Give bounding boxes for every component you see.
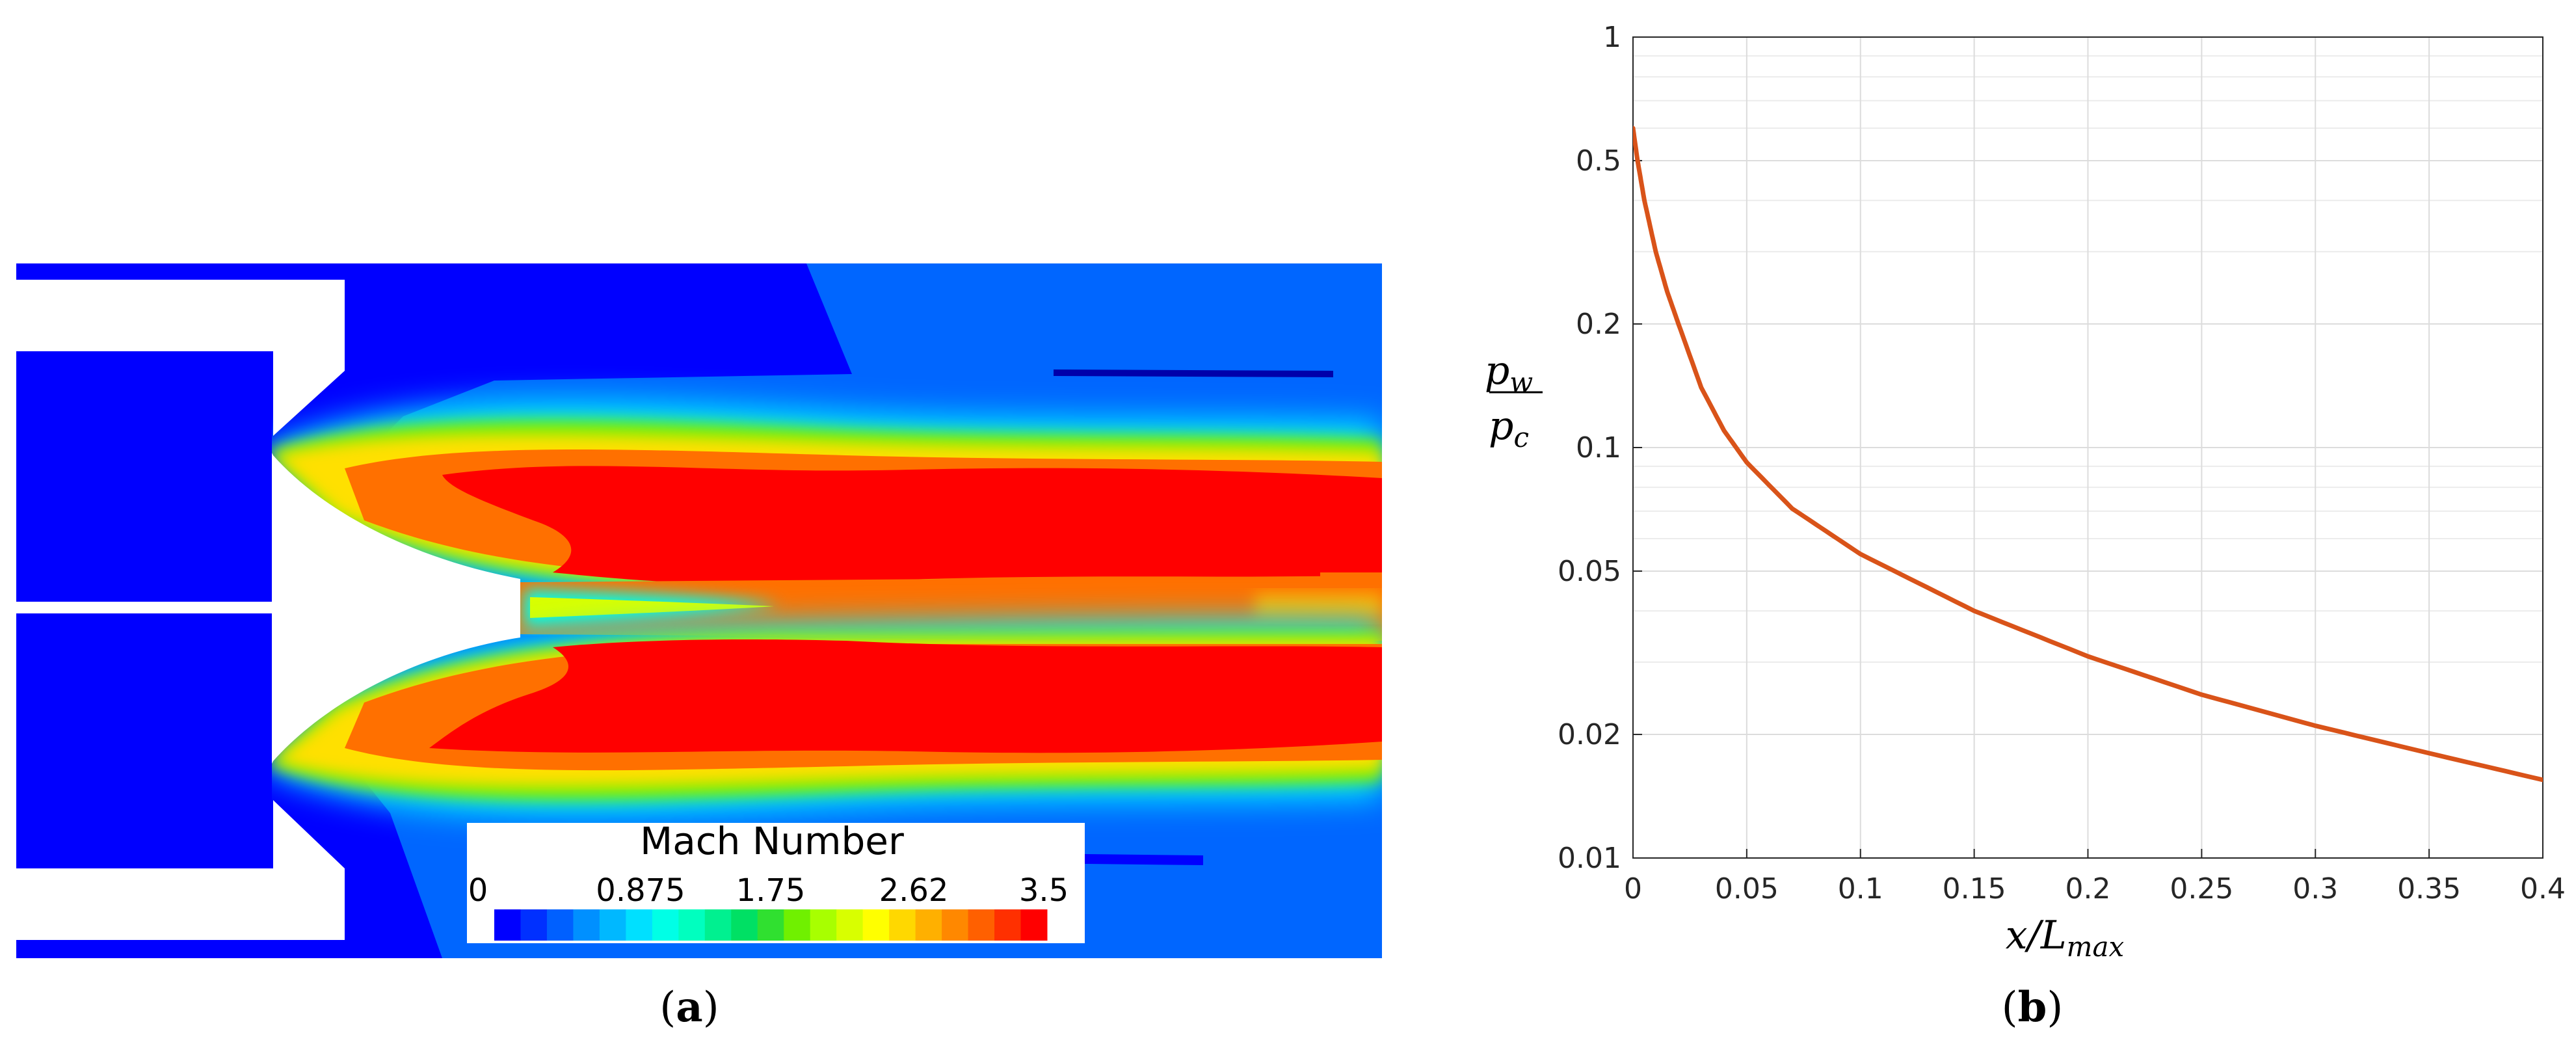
- colorbar-tick-label: 2.62: [879, 872, 949, 909]
- colorbar-swatch: [836, 909, 864, 941]
- colorbar-swatch: [652, 909, 679, 941]
- gridlines: [1632, 36, 2543, 859]
- colorbar-swatch: [942, 909, 969, 941]
- colorbar-tick-label: 0.875: [596, 872, 685, 909]
- x-tick-label: 0: [1624, 872, 1642, 905]
- colorbar-swatch: [678, 909, 706, 941]
- y-axis-ticks: 0.01 0.02 0.05 0.1 0.2 0.5 1: [1558, 21, 1642, 875]
- upper-streak: [1054, 369, 1333, 377]
- splitter-plate: [16, 602, 218, 613]
- mach-contour-field: [16, 263, 1382, 958]
- upper-wall: [16, 280, 345, 351]
- colorbar-tick-label: 0: [468, 872, 488, 909]
- x-tick-label: 0.25: [2170, 872, 2233, 905]
- pressure-chart-panel: 0 0.05 0.1 0.15 0.2 0.25 0.3 0.35 0.4 0.010.020.…: [1485, 21, 2566, 1032]
- x-tick-label: 0.4: [2520, 872, 2566, 905]
- y-axis-label: pw pc: [1485, 348, 1543, 453]
- colorbar-swatch: [626, 909, 653, 941]
- colorbar-swatch: [546, 909, 574, 941]
- x-tick-label: 0.15: [1943, 872, 2006, 905]
- colorbar-swatch: [704, 909, 732, 941]
- x-tick-label: 0.05: [1715, 872, 1779, 905]
- y-tick-label: 1: [1603, 21, 1621, 54]
- upper-inlet-block: [16, 351, 272, 602]
- x-tick-label: 0.1: [1838, 872, 1883, 905]
- upper-jet-plume: [260, 401, 1382, 604]
- lower-inlet-block: [16, 613, 272, 865]
- panel-label-a: (a): [659, 983, 719, 1032]
- colorbar-swatch: [810, 909, 837, 941]
- colorbar-swatch: [915, 909, 942, 941]
- y-tick-label: 0.2: [1576, 308, 1621, 341]
- colorbar-swatch: [994, 909, 1022, 941]
- colorbar-swatch: [968, 909, 995, 941]
- colorbar-legend: Mach Number 0 0.875 1.75 2.62 3.5: [467, 819, 1085, 943]
- colorbar-tick-labels: 0 0.875 1.75 2.62 3.5: [468, 872, 1069, 909]
- colorbar-swatch: [889, 909, 916, 941]
- nozzle-geometry: [16, 280, 520, 940]
- lower-wall: [16, 868, 345, 940]
- svg-text:pc: pc: [1489, 403, 1529, 453]
- colorbar-swatch: [1020, 909, 1048, 941]
- panel-label-b: (b): [2002, 983, 2064, 1032]
- y-tick-label: 0.05: [1558, 555, 1621, 588]
- x-tick-label: 0.35: [2397, 872, 2461, 905]
- colorbar-swatches: [494, 909, 1048, 941]
- colorbar-swatch: [731, 909, 758, 941]
- colorbar-swatch: [784, 909, 811, 941]
- x-axis-ticks: 0 0.05 0.1 0.15 0.2 0.25 0.3 0.35 0.4: [1624, 849, 2566, 905]
- series-line: [1633, 126, 2543, 783]
- colorbar-tick-label: 1.75: [736, 872, 806, 909]
- colorbar-swatch: [494, 909, 521, 941]
- colorbar-swatch: [599, 909, 626, 941]
- y-tick-label: 0.1: [1576, 431, 1621, 464]
- colorbar-swatch: [757, 909, 784, 941]
- y-tick-label: 0.5: [1576, 144, 1621, 178]
- lower-jet-plume: [260, 619, 1382, 816]
- nozzle-block: [215, 433, 520, 781]
- colorbar-swatch: [520, 909, 548, 941]
- x-axis-label: x/Lmax: [2006, 913, 2125, 963]
- y-tick-label: 0.01: [1558, 842, 1621, 875]
- colorbar-tick-label: 3.5: [1019, 872, 1069, 909]
- x-tick-label: 0.3: [2292, 872, 2338, 905]
- colorbar-title: Mach Number: [640, 819, 904, 863]
- colorbar-swatch: [862, 909, 890, 941]
- y-tick-label: 0.02: [1558, 718, 1621, 751]
- mach-contour-panel: Mach Number 0 0.875 1.75 2.62 3.5 (a): [16, 263, 1382, 1032]
- svg-text:pw: pw: [1485, 348, 1533, 398]
- colorbar-swatch: [573, 909, 600, 941]
- x-tick-label: 0.2: [2065, 872, 2111, 905]
